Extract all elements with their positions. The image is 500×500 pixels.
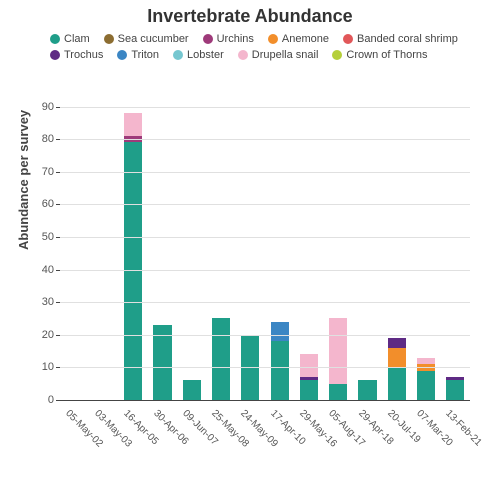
bar-segment [446,380,464,400]
legend-item: Trochus [50,49,103,61]
gridline [60,139,470,140]
legend-label: Crown of Thorns [346,49,427,61]
legend-label: Lobster [187,49,224,61]
legend-item: Sea cucumber [104,33,189,45]
bar-segment [329,384,347,400]
legend-label: Clam [64,33,90,45]
bar-segment [417,358,435,365]
y-tick-label: 90 [42,101,60,113]
bar-group [329,100,347,400]
legend-swatch [203,34,213,44]
legend-swatch [238,50,248,60]
legend-item: Clam [50,33,90,45]
bar-segment [417,371,435,400]
bar-segment [300,377,318,380]
bar-group [124,100,142,400]
legend-label: Banded coral shrimp [357,33,458,45]
bar-group [271,100,289,400]
legend-swatch [50,50,60,60]
legend-label: Drupella snail [252,49,319,61]
y-tick-label: 20 [42,329,60,341]
bar-group [417,100,435,400]
chart-title: Invertebrate Abundance [0,0,500,27]
legend-label: Anemone [282,33,329,45]
y-tick-label: 30 [42,296,60,308]
bar-segment [183,380,201,400]
y-tick-label: 50 [42,231,60,243]
legend-item: Drupella snail [238,49,319,61]
plot-area: 05-May-0203-May-0316-Apr-0530-Apr-0609-J… [60,100,470,400]
bar-group [446,100,464,400]
legend-label: Urchins [217,33,254,45]
bar-group [183,100,201,400]
bar-segment [153,325,171,400]
bar-group [95,100,113,400]
legend-item: Banded coral shrimp [343,33,458,45]
bar-segment [358,380,376,400]
gridline [60,400,470,401]
bar-group [153,100,171,400]
legend-swatch [268,34,278,44]
gridline [60,204,470,205]
bar-segment [329,318,347,383]
bar-group [241,100,259,400]
bar-segment [446,377,464,380]
gridline [60,302,470,303]
gridline [60,237,470,238]
y-axis-title: Abundance per survey [16,110,31,250]
y-tick-label: 60 [42,198,60,210]
bar-segment [271,341,289,400]
bar-segment [388,367,406,400]
legend-swatch [173,50,183,60]
legend-item: Urchins [203,33,254,45]
bar-segment [388,338,406,348]
gridline [60,172,470,173]
gridline [60,270,470,271]
y-tick-label: 0 [48,394,60,406]
legend-item: Triton [117,49,159,61]
legend-item: Lobster [173,49,224,61]
legend-label: Trochus [64,49,103,61]
legend-label: Triton [131,49,159,61]
gridline [60,107,470,108]
bar-segment [124,142,142,400]
bar-group [300,100,318,400]
bar-group [66,100,84,400]
legend-item: Anemone [268,33,329,45]
bar-segment [124,113,142,136]
gridline [60,367,470,368]
y-tick-label: 80 [42,133,60,145]
bars-layer [60,100,470,400]
legend-label: Sea cucumber [118,33,189,45]
legend-swatch [117,50,127,60]
bar-segment [212,318,230,400]
bar-segment [300,380,318,400]
bar-group [358,100,376,400]
bar-group [388,100,406,400]
y-tick-label: 10 [42,361,60,373]
legend-swatch [332,50,342,60]
gridline [60,335,470,336]
legend-swatch [50,34,60,44]
bar-segment [388,348,406,368]
bar-segment [300,354,318,377]
legend-item: Crown of Thorns [332,49,427,61]
legend-swatch [343,34,353,44]
y-tick-label: 40 [42,264,60,276]
legend: Clam Sea cucumber Urchins Anemone Banded cor… [0,27,500,65]
chart-container: Invertebrate Abundance Clam Sea cucumber U… [0,0,500,500]
legend-swatch [104,34,114,44]
bar-segment [271,322,289,342]
bar-group [212,100,230,400]
y-tick-label: 70 [42,166,60,178]
